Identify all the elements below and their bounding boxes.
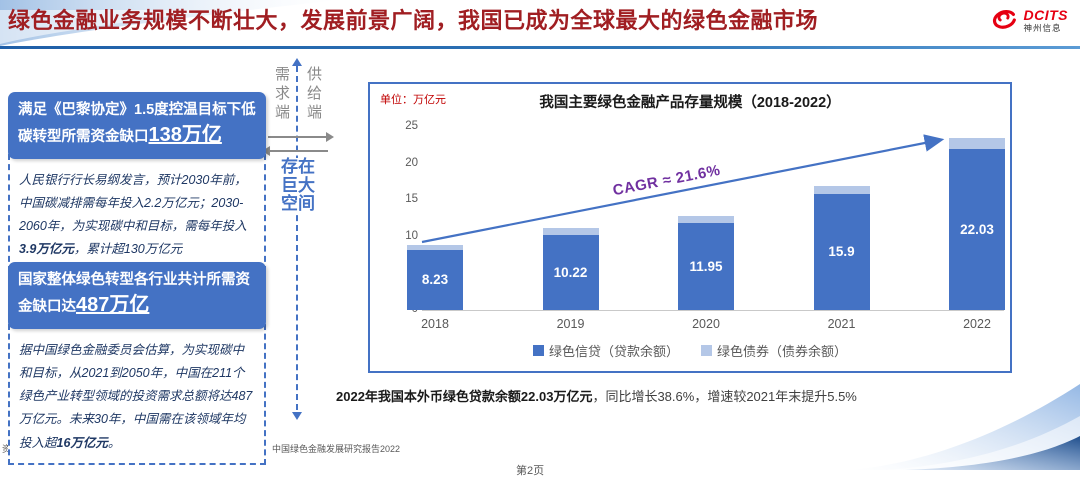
bar-value-label: 15.9 (828, 244, 855, 260)
logo-text: DCITS 神州信息 (1024, 8, 1069, 33)
x-axis-label: 2020 (692, 317, 720, 331)
legend-item: 绿色信贷（贷款余额） (532, 341, 679, 360)
chart-plot-area: CAGR ≈ 21.6% 05101520258.23201810.222019… (370, 84, 1014, 375)
bar-credit-2021: 15.9 (813, 193, 870, 310)
bar-bond-2022 (949, 137, 1005, 149)
supply-side-label: 供给端 (306, 66, 323, 123)
y-axis-tick: 25 (405, 120, 418, 132)
logo-company-name: 神州信息 (1023, 22, 1062, 33)
heading-highlight-value: 487万亿 (76, 294, 150, 317)
body-bold-value: 16万亿元 (56, 435, 108, 450)
y-axis-tick: 15 (405, 193, 418, 206)
bar-bond-2018 (407, 245, 463, 250)
bar-value-label: 22.03 (960, 221, 994, 237)
bar-value-label: 8.23 (421, 272, 449, 288)
legend-label: 绿色信贷（贷款余额） (548, 344, 679, 359)
legend-swatch (532, 345, 544, 356)
bar-value-label: 10.22 (553, 265, 588, 281)
demand-supply-gap-column: 需求端 供给端 存在巨大空间 (262, 58, 334, 420)
down-arrowhead-icon (292, 412, 302, 420)
bar-bond-2021 (813, 185, 870, 194)
x-axis-label: 2021 (827, 317, 856, 331)
chart-title: 我国主要绿色金融产品存量规模（2018-2022） (539, 95, 841, 111)
y-axis-tick: 20 (405, 156, 418, 169)
info-box-heading: 国家整体绿色转型各行业共计所需资金缺口达487万亿 (8, 262, 266, 330)
corner-swoosh-decoration (850, 384, 1080, 470)
heading-highlight-value: 138万亿 (148, 124, 222, 147)
bar-credit-2022: 22.03 (949, 148, 1005, 310)
summary-bold-part: 2022年我国本外币绿色贷款余额22.03万亿元 (336, 389, 593, 404)
right-arrow-icon (268, 132, 334, 142)
header-bar: 绿色金融业务规模不断壮大，发展前景广阔，我国已成为全球最大的绿色金融市场 DCI… (0, 0, 1080, 46)
heading-text: 满足《巴黎协定》1.5度控温目标下低碳转型所需资金缺口 (18, 102, 256, 146)
x-axis-line (422, 310, 1004, 311)
dcits-logo: DCITS 神州信息 (989, 5, 1069, 35)
body-text: 人民银行行长易纲发言，预计2030年前，中国碳减排需每年投入2.2万亿元；203… (19, 173, 247, 234)
y-axis-tick: 10 (405, 229, 418, 242)
summary-sentence: 2022年我国本外币绿色贷款余额22.03万亿元，同比增长38.6%，增速较20… (336, 386, 857, 405)
bar-credit-2020: 11.95 (678, 222, 734, 310)
body-text-tail: 。 (107, 435, 121, 450)
demand-side-label: 需求端 (274, 66, 291, 123)
legend-swatch (701, 345, 712, 356)
up-arrowhead-icon (292, 58, 302, 66)
vertical-dashed-divider (296, 66, 298, 410)
bar-bond-2020 (678, 215, 734, 223)
info-box-national-transition: 国家整体绿色转型各行业共计所需资金缺口达487万亿 据中国绿色金融委员会估算，为… (8, 262, 266, 465)
bar-credit-2018: 8.23 (407, 249, 463, 310)
bar-bond-2019 (542, 227, 599, 236)
x-axis-label: 2022 (963, 317, 991, 331)
page-number: 第2页 (516, 465, 545, 477)
chart-legend: 绿色信贷（贷款余额） 绿色债券（债券余额） (370, 341, 1010, 360)
left-arrow-tip (262, 146, 270, 156)
info-box-body: 人民银行行长易纲发言，预计2030年前，中国碳减排需每年投入2.2万亿元；203… (8, 154, 266, 272)
page-title: 绿色金融业务规模不断壮大，发展前景广阔，我国已成为全球最大的绿色金融市场 (8, 8, 819, 33)
cagr-annotation: CAGR ≈ 21.6% (611, 161, 722, 200)
heading-text: 国家整体绿色转型各行业共计所需资金缺口达 (18, 272, 250, 316)
legend-item: 绿色债券（债券余额） (701, 341, 847, 360)
dcits-swirl-icon (992, 10, 1016, 29)
bar-value-label: 11.95 (689, 258, 723, 274)
x-axis-label: 2019 (556, 317, 585, 331)
info-box-body: 据中国绿色金融委员会估算，为实现碳中和目标，从2021到2050年，中国在211… (8, 324, 266, 465)
info-box-heading: 满足《巴黎协定》1.5度控温目标下低碳转型所需资金缺口138万亿 (8, 92, 266, 160)
x-axis-label: 2018 (421, 317, 449, 331)
summary-regular-part: ，同比增长38.6%，增速较2021年末提升5.5% (592, 389, 857, 404)
body-text: 据中国绿色金融委员会估算，为实现碳中和目标，从2021到2050年，中国在211… (19, 343, 253, 450)
bar-credit-2019: 10.22 (542, 235, 599, 310)
legend-label: 绿色债券（债券余额） (717, 344, 848, 359)
info-box-paris-agreement: 满足《巴黎协定》1.5度控温目标下低碳转型所需资金缺口138万亿 人民银行行长易… (8, 92, 266, 272)
body-text-tail: ，累计超130万亿元 (73, 242, 183, 257)
right-arrow-tip (326, 132, 334, 142)
header-divider-line (0, 46, 1080, 49)
chart-panel: 单位：万亿元 我国主要绿色金融产品存量规模（2018-2022） CAGR ≈ … (368, 82, 1012, 373)
body-bold-value: 3.9万亿元 (19, 242, 74, 257)
logo-brand: DCITS (1023, 6, 1068, 23)
left-arrow-icon (262, 146, 328, 156)
chart-unit-label: 单位：万亿元 (380, 94, 446, 106)
huge-gap-label: 存在巨大空间 (280, 157, 316, 215)
